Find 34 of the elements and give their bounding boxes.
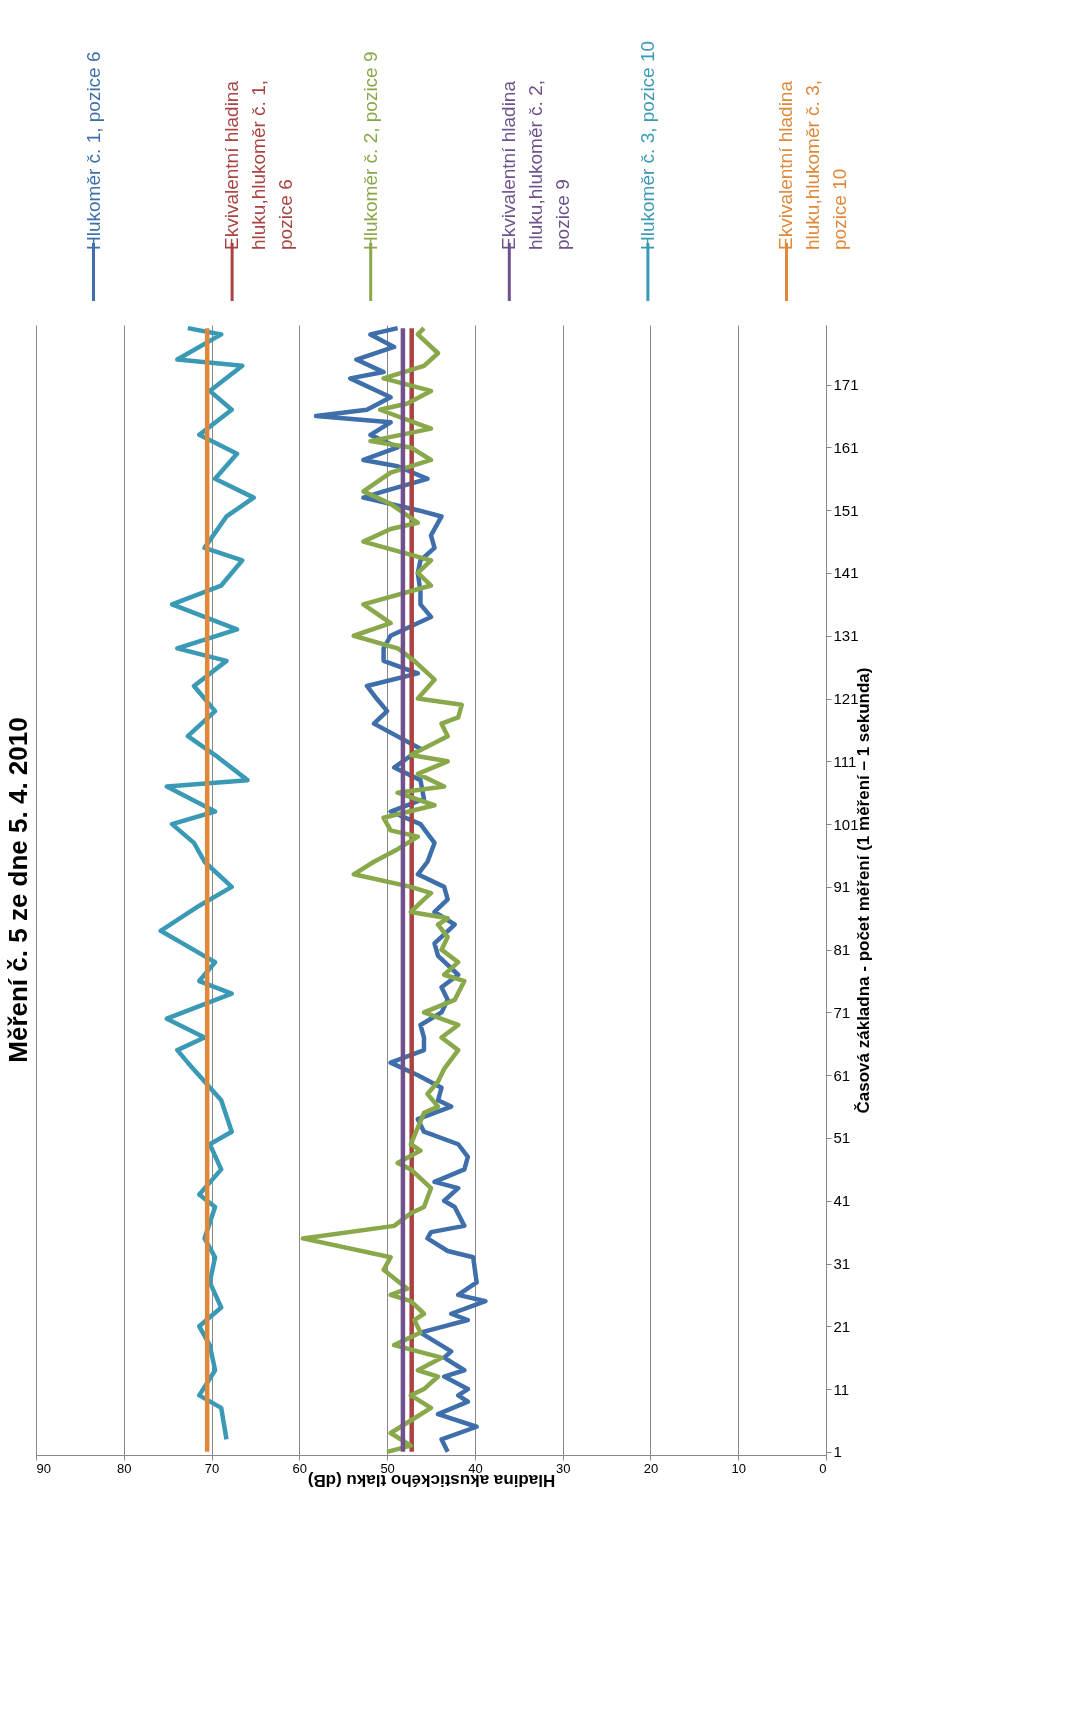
x-tick-label: 90: [36, 1460, 51, 1476]
y-tick-label: 21: [833, 1317, 851, 1335]
text: Ekvivalentní hladina hluku,hlukoměr č. 3, pozice 10: [775, 79, 851, 250]
text: Ekvivalentní hladina hluku,hlukoměr č. 1, pozice 6: [221, 79, 297, 250]
x-tick-label: 70: [204, 1460, 220, 1476]
y-tick-label: 91: [833, 878, 851, 896]
y-tick-label: 11: [833, 1380, 850, 1398]
x-tick-label: 80: [117, 1460, 132, 1476]
y-tick-label: 101: [833, 815, 859, 833]
x-tick-label: 40: [468, 1460, 483, 1476]
y-tick-label: 171: [833, 376, 859, 394]
x-tick-label: 0: [819, 1460, 827, 1476]
x-tick-label: 60: [292, 1460, 308, 1476]
text: Hlukoměr č. 1, pozice 6: [82, 51, 104, 250]
y-tick-label: 31: [833, 1255, 851, 1273]
text: Hlukoměr č. 3, pozice 10: [636, 40, 658, 250]
text: Měření č. 5 ze dne 5. 4. 2010: [2, 717, 33, 1063]
y-tick-label: 41: [833, 1192, 851, 1210]
y-tick-label: 1: [833, 1443, 842, 1461]
y-tick-label: 131: [833, 627, 859, 645]
y-tick-label: 151: [833, 501, 859, 519]
x-tick-label: 10: [731, 1460, 746, 1476]
text: Ekvivalentní hladina hluku,hlukoměr č. 2, pozice 9: [498, 79, 574, 250]
y-tick-label: 141: [833, 564, 859, 582]
y-tick-label: 121: [833, 690, 859, 708]
y-tick-label: 71: [833, 1003, 851, 1021]
y-tick-label: 161: [833, 438, 859, 456]
y-tick-label: 51: [833, 1129, 851, 1147]
x-tick-label: 20: [643, 1460, 659, 1476]
x-tick-label: 30: [555, 1460, 571, 1476]
y-tick-label: 111: [833, 752, 857, 770]
y-tick-label: 81: [833, 941, 851, 959]
y-tick-label: 61: [833, 1066, 851, 1084]
text: Hlukoměr č. 2, pozice 9: [359, 51, 381, 250]
